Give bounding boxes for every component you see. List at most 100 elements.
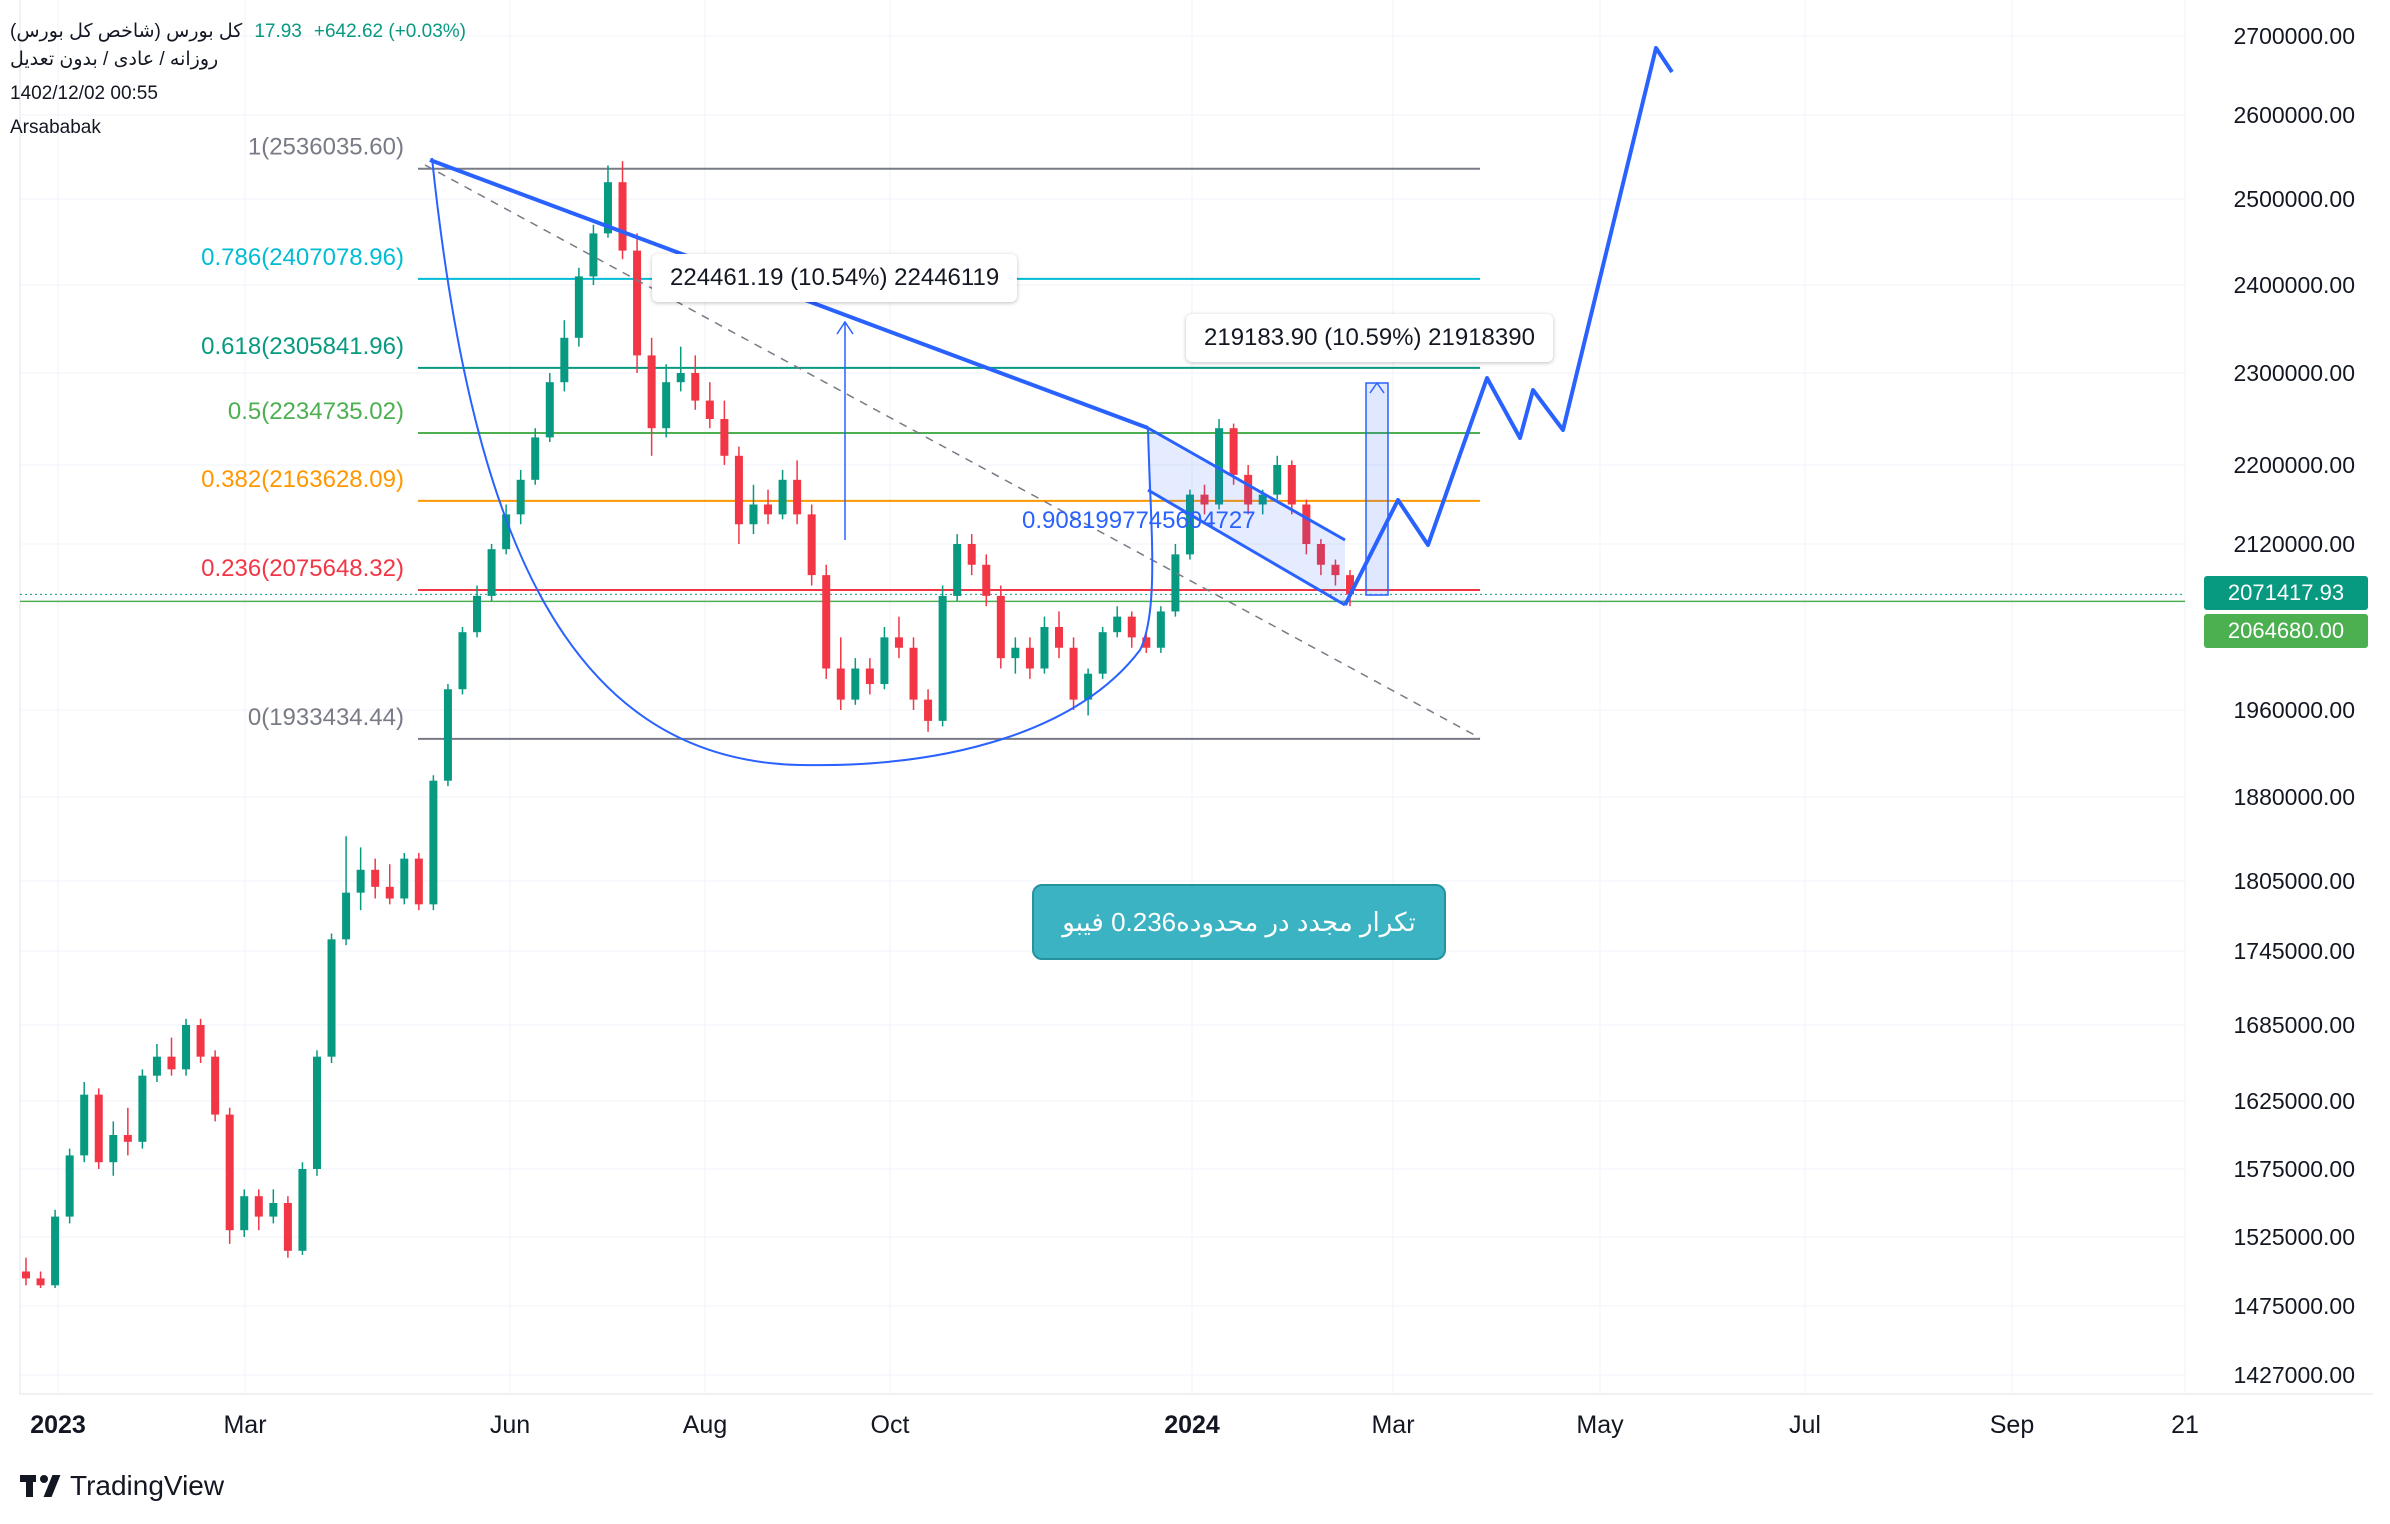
candle-body — [924, 699, 933, 721]
candle-body — [1069, 647, 1078, 700]
measure-arrow-2-head — [1369, 381, 1385, 394]
candle — [647, 337, 656, 456]
channel-upper-line — [1147, 426, 1346, 542]
candle — [80, 1082, 89, 1163]
candle — [589, 224, 598, 285]
price-axis[interactable]: 2700000.00 2600000.00 2500000.00 2400000.00… — [2233, 23, 2355, 1388]
candle — [836, 637, 845, 710]
candle — [807, 504, 816, 586]
symbol-name[interactable]: کل بورس (شاخص کل بورس) — [10, 21, 243, 42]
candle — [778, 469, 787, 520]
candle-body — [618, 182, 627, 251]
price-change: +642.62 (+0.03%) — [313, 21, 466, 42]
time-tick-label: 2024 — [1164, 1411, 1220, 1439]
candle — [633, 233, 642, 373]
time-tick-label: Jul — [1789, 1411, 1821, 1439]
candle-body — [1142, 637, 1151, 648]
candle — [94, 1088, 103, 1169]
candle-body — [400, 858, 409, 899]
candle-body — [851, 668, 860, 700]
candle — [211, 1050, 220, 1122]
candlestick-series — [21, 161, 1355, 1289]
tradingview-logo[interactable]: TradingView — [20, 1470, 224, 1502]
fib-level-label: 1(2536035.60) — [248, 134, 404, 161]
channel-ratio-label: 0.9081997745604727 — [1022, 507, 1256, 534]
last-price-partial: 17.93 — [254, 21, 302, 42]
candle-body — [633, 250, 642, 356]
candle-body — [836, 668, 845, 700]
candle-body — [182, 1025, 191, 1070]
candle-body — [953, 544, 962, 596]
candle-body — [734, 455, 743, 525]
candle — [1229, 423, 1238, 485]
candle — [764, 489, 773, 525]
prev-price-tag: 2064680.00 — [2204, 614, 2368, 648]
candle — [385, 864, 394, 905]
candle — [1273, 455, 1282, 500]
candle — [560, 320, 569, 392]
candle-body — [1316, 544, 1325, 565]
candle-body — [705, 400, 714, 419]
candle — [1011, 637, 1020, 674]
candle-body — [487, 549, 496, 596]
candle-body — [1156, 611, 1165, 648]
candle — [545, 373, 554, 442]
candle — [676, 346, 685, 392]
candle-body — [1244, 474, 1253, 505]
cup-curve — [431, 157, 1154, 767]
candle-body — [167, 1056, 176, 1070]
candle — [473, 585, 482, 638]
candle-body — [1200, 494, 1209, 505]
candle — [982, 554, 991, 607]
time-tick-label: Oct — [871, 1411, 910, 1439]
candle — [909, 637, 918, 710]
chart-drawings: 0.9081997745604727 — [424, 46, 1674, 767]
candle-body — [196, 1025, 205, 1057]
candle-body — [254, 1196, 263, 1217]
candle — [749, 484, 758, 535]
author-name[interactable]: Arsababak — [10, 117, 101, 138]
candle-body — [982, 564, 991, 596]
time-tick-label: Mar — [223, 1411, 266, 1439]
candle — [1127, 611, 1136, 648]
candle-body — [1025, 647, 1034, 669]
candle-body — [1287, 465, 1296, 505]
channel-fill — [1148, 428, 1345, 605]
candle-body — [967, 544, 976, 565]
price-tick-label: 1745000.00 — [2233, 938, 2355, 964]
candle — [1331, 559, 1340, 586]
price-tick-label: 1575000.00 — [2233, 1156, 2355, 1182]
candle-body — [764, 504, 773, 515]
candle-body — [1040, 627, 1049, 669]
candle-body — [1011, 647, 1020, 659]
candle — [865, 658, 874, 695]
measure-label-2: 219183.90 (10.59%) 21918390 — [1186, 314, 1553, 362]
candle-body — [545, 382, 554, 438]
fib-level-label: 0.5(2234735.02) — [228, 398, 404, 425]
last-price-tag: 2071417.93 — [2204, 576, 2368, 610]
time-tick-label: Aug — [683, 1411, 727, 1439]
candle — [21, 1257, 31, 1286]
candle-body — [1098, 632, 1107, 674]
candle-body — [647, 355, 656, 429]
candle — [1244, 465, 1253, 515]
candle-body — [1084, 673, 1093, 700]
measure-label-1: 224461.19 (10.54%) 22446119 — [652, 254, 1018, 302]
candle-body — [574, 276, 583, 338]
candle — [1098, 627, 1107, 679]
snapshot-datetime: 1402/12/02 00:55 — [10, 83, 158, 104]
channel-lower-line — [1147, 488, 1346, 607]
candle-body — [1055, 627, 1064, 648]
candle-body — [371, 869, 380, 887]
candle-body — [1113, 616, 1122, 633]
interval-info: روزانه / عادی / بدون تعدیل — [10, 49, 219, 70]
time-tick-label: Sep — [1990, 1411, 2034, 1439]
candle — [531, 428, 540, 485]
candle-body — [778, 479, 787, 515]
price-tick-label: 2600000.00 — [2233, 102, 2355, 128]
candle-body — [1273, 465, 1282, 495]
candle-body — [312, 1056, 321, 1169]
time-axis[interactable]: 2023 Mar Jun Aug Oct 2024 Mar May Jul Sep 21 — [30, 1411, 2199, 1439]
candle-body — [1302, 504, 1311, 544]
